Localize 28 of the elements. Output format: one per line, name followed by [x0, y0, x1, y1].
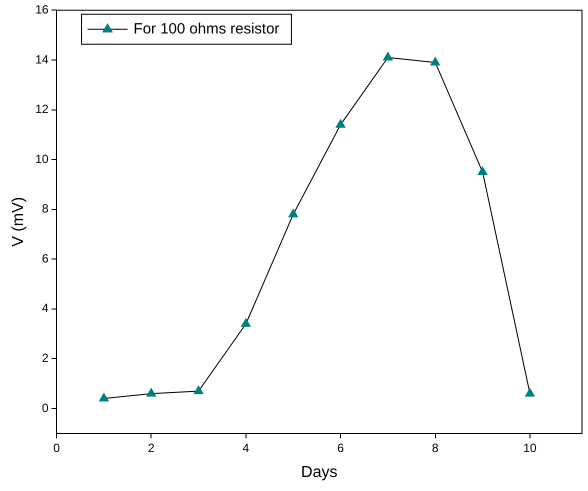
x-tick-label: 6: [337, 440, 344, 455]
y-tick-label: 10: [35, 152, 49, 166]
y-tick-label: 0: [42, 400, 49, 415]
point: [478, 166, 488, 176]
point: [336, 119, 346, 128]
point: [430, 56, 440, 66]
y-tick-label: 12: [35, 102, 49, 116]
y-tick-label: 16: [35, 2, 49, 17]
point: [383, 52, 393, 60]
y-axis-title: V (mV): [10, 196, 28, 247]
y-tick-label: 8: [42, 202, 49, 216]
point: [146, 388, 156, 397]
x-tick-label: 2: [148, 440, 155, 455]
x-axis-title: Days: [301, 464, 338, 481]
y-tick-label: 14: [35, 52, 49, 66]
x-tick-label: 0: [53, 440, 60, 455]
point: [288, 208, 298, 218]
y-tick-label: 4: [42, 301, 49, 316]
x-tick-label: 4: [242, 440, 250, 455]
x-tick-label: 10: [523, 440, 537, 455]
point: [241, 318, 251, 327]
y-tick-label: 2: [42, 351, 49, 366]
legend-label: For 100 ohms resistor: [134, 20, 280, 38]
point: [194, 386, 204, 394]
point: [525, 388, 535, 397]
point: [99, 393, 109, 402]
y-tick-label: 6: [42, 251, 49, 266]
x-tick-label: 8: [432, 440, 439, 455]
